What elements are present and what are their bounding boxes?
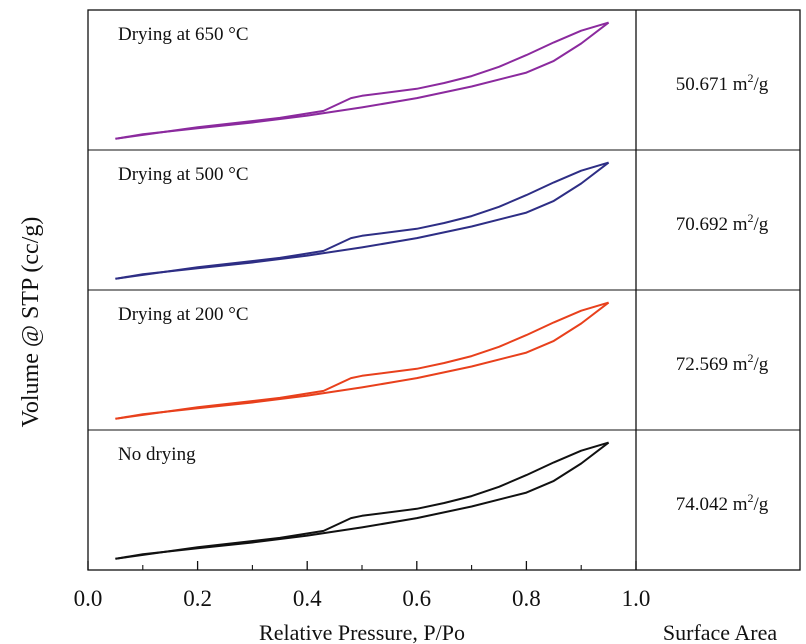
desorption-branch (115, 21, 609, 140)
y-axis-label: Volume @ STP (cc/g) (18, 217, 44, 428)
x-tick-label: 0.8 (512, 586, 541, 611)
panel-label: Drying at 650 °C (118, 24, 249, 45)
x-tick-label: 0.2 (183, 586, 212, 611)
surface-area-column-label: Surface Area (663, 620, 777, 644)
desorption-branch (115, 161, 609, 280)
desorption-branch (115, 301, 609, 420)
panel-label: Drying at 200 °C (118, 304, 249, 325)
x-tick-label: 0.6 (402, 586, 431, 611)
x-tick-label: 0.4 (293, 586, 322, 611)
desorption-branch (115, 441, 609, 560)
panel-label: Drying at 500 °C (118, 164, 249, 185)
surface-area-value: 72.569 m2/g (676, 351, 769, 375)
panel-group: Drying at 650 °C 50.671 m2/g Drying at 500… (115, 21, 769, 560)
panel-4: No drying 74.042 m2/g (115, 441, 769, 560)
x-tick-label: 1.0 (622, 586, 651, 611)
panel-1: Drying at 650 °C 50.671 m2/g (115, 21, 769, 140)
surface-area-value: 70.692 m2/g (676, 211, 769, 235)
panel-2: Drying at 500 °C 70.692 m2/g (115, 161, 769, 280)
panel-label: No drying (118, 444, 196, 465)
x-axis-ticks: 0.0 0.2 0.4 0.6 0.8 1.0 (74, 561, 651, 611)
chart-frame (87, 9, 801, 571)
panel-3: Drying at 200 °C 72.569 m2/g (115, 301, 769, 420)
surface-area-value: 50.671 m2/g (676, 71, 769, 95)
surface-area-value: 74.042 m2/g (676, 491, 769, 515)
x-axis-label: Relative Pressure, P/Po (259, 620, 465, 644)
x-tick-label: 0.0 (74, 586, 103, 611)
